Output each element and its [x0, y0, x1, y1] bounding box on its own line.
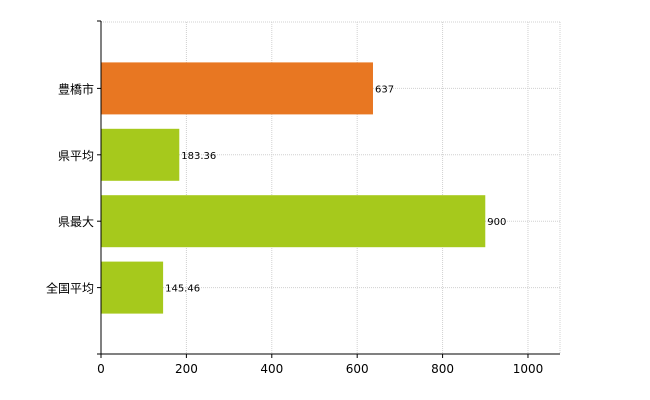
bar-0 [101, 62, 373, 115]
x-tick-label-200: 200 [175, 362, 198, 376]
x-tick-label-800: 800 [431, 362, 454, 376]
bars [101, 62, 486, 314]
bar-1 [101, 128, 180, 181]
axes [97, 20, 560, 358]
category-label-0: 豊橋市 [58, 81, 94, 96]
x-tick-label-600: 600 [346, 362, 369, 376]
bar-2 [101, 195, 486, 248]
x-tick-label-400: 400 [260, 362, 283, 376]
category-label-1: 県平均 [58, 149, 94, 163]
category-label-3: 全国平均 [46, 281, 94, 296]
data-label-2: 900 [487, 217, 506, 228]
bar-3 [101, 261, 164, 314]
data-label-3: 145.46 [165, 284, 200, 295]
data-label-0: 637 [375, 84, 394, 95]
x-tick-label-0: 0 [97, 362, 105, 376]
data-label-1: 183.36 [181, 151, 216, 162]
x-tick-label-1000: 1000 [513, 362, 544, 376]
category-label-2: 県最大 [58, 215, 94, 229]
labels: 637 豊橋市 183.36 県平均 900 県最大 145.46 全国平均 0 200 400 60… [46, 81, 543, 376]
